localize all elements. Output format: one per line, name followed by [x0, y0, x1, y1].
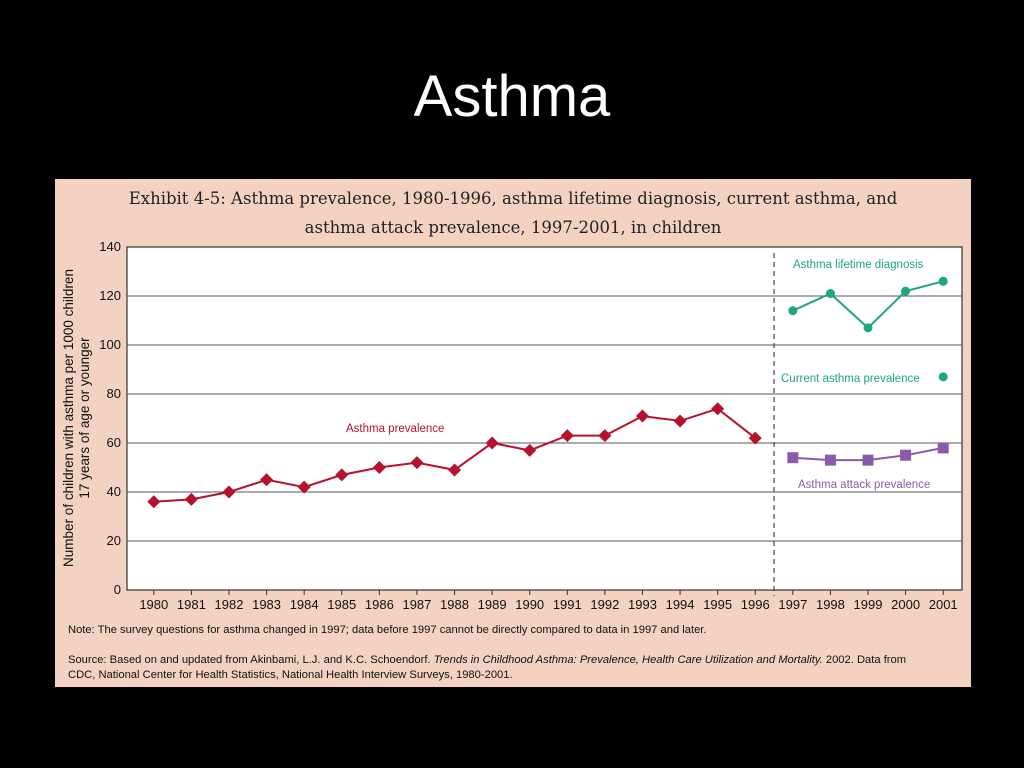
- slide-title: Asthma: [413, 64, 611, 129]
- point-asthma-prevalence-1992: [598, 429, 612, 443]
- point-asthma-prevalence-1985: [335, 468, 349, 482]
- x-tick-label-1994: 1994: [666, 597, 695, 612]
- point-asthma-prevalence-1986: [372, 461, 386, 474]
- point-asthma-prevalence-1996: [748, 431, 762, 445]
- x-tick-label-1995: 1995: [703, 597, 732, 612]
- x-tick-label-1993: 1993: [628, 597, 657, 612]
- y-axis-ticks: 0 20 40 60 80 100 120 140: [99, 239, 121, 597]
- source-suffix: 2002. Data from: [826, 654, 906, 666]
- chart-source-line-1: Source: Based on and updated from Akinba…: [68, 654, 906, 666]
- x-tick-label-1987: 1987: [402, 597, 431, 612]
- x-tick-label-1985: 1985: [327, 597, 356, 612]
- point-asthma-attack-prevalence-1998: [824, 454, 836, 466]
- point-asthma-prevalence-1982: [222, 485, 236, 499]
- series-asthma-attack-prevalence: [787, 442, 949, 466]
- y-tick-label-0: 0: [114, 582, 121, 597]
- series-asthma-prevalence: [147, 402, 762, 509]
- x-tick-label-1983: 1983: [252, 597, 281, 612]
- point-asthma-prevalence-1983: [260, 473, 274, 487]
- y-axis-label-line-1: Number of children with asthma per 1000 …: [61, 269, 76, 567]
- point-asthma-attack-prevalence-1997: [787, 452, 799, 464]
- y-tick-label-60: 60: [107, 435, 121, 450]
- point-asthma-prevalence-1990: [523, 443, 537, 457]
- x-tick-label-1998: 1998: [816, 597, 845, 612]
- point-asthma-prevalence-1994: [673, 414, 687, 428]
- asthma-chart: Exhibit 4-5: Asthma prevalence, 1980-199…: [61, 189, 963, 681]
- point-asthma-attack-prevalence-2000: [900, 449, 912, 461]
- x-tick-label-1992: 1992: [590, 597, 619, 612]
- chart-title-line-1: Exhibit 4-5: Asthma prevalence, 1980-199…: [129, 189, 898, 208]
- x-tick-label-1999: 1999: [854, 597, 883, 612]
- y-tick-label-100: 100: [99, 337, 121, 352]
- x-tick-label-1990: 1990: [515, 597, 544, 612]
- data-series: [147, 276, 949, 509]
- y-tick-label-140: 140: [99, 239, 121, 254]
- point-asthma-lifetime-diagnosis-2000: [901, 286, 911, 296]
- source-title: Trends in Childhood Asthma: Prevalence, …: [434, 654, 823, 666]
- point-current-asthma-prevalence-2001: [938, 372, 948, 382]
- point-asthma-prevalence-1980: [147, 495, 161, 509]
- x-tick-label-1981: 1981: [177, 597, 206, 612]
- point-asthma-lifetime-diagnosis-2001: [938, 276, 948, 286]
- y-tick-label-40: 40: [107, 484, 121, 499]
- x-tick-label-1980: 1980: [139, 597, 168, 612]
- series-label-asthma-prevalence: Asthma prevalence: [346, 423, 444, 435]
- x-tick-label-1982: 1982: [215, 597, 244, 612]
- point-asthma-prevalence-1984: [297, 480, 311, 494]
- y-axis-label-line-2: 17 years of age or younger: [77, 337, 92, 499]
- point-asthma-attack-prevalence-1999: [862, 454, 874, 466]
- series-current-asthma-prevalence: [938, 372, 948, 382]
- point-asthma-prevalence-1988: [448, 463, 462, 477]
- point-asthma-prevalence-1987: [410, 456, 424, 470]
- chart-panel: Exhibit 4-5: Asthma prevalence, 1980-199…: [55, 179, 971, 687]
- series-asthma-lifetime-diagnosis: [788, 276, 948, 333]
- x-tick-label-2001: 2001: [929, 597, 958, 612]
- x-tick-label-2000: 2000: [891, 597, 920, 612]
- x-tick-label-1986: 1986: [365, 597, 394, 612]
- x-tick-label-1989: 1989: [478, 597, 507, 612]
- plot-area: [126, 246, 963, 591]
- point-asthma-lifetime-diagnosis-1998: [825, 289, 835, 299]
- source-prefix: Source: Based on and updated from Akinba…: [68, 654, 431, 666]
- x-axis-ticks: 1980 1981 1982 1983 1984 1985 1986 1987 1988 1989…: [139, 590, 958, 612]
- series-label-current-asthma: Current asthma prevalence: [781, 373, 920, 385]
- point-asthma-prevalence-1989: [485, 436, 499, 450]
- point-asthma-prevalence-1991: [560, 429, 574, 443]
- y-tick-label-120: 120: [99, 288, 121, 303]
- point-asthma-prevalence-1993: [635, 409, 649, 423]
- point-asthma-lifetime-diagnosis-1997: [788, 306, 798, 316]
- point-asthma-attack-prevalence-2001: [937, 442, 949, 454]
- point-asthma-prevalence-1995: [711, 402, 725, 416]
- x-tick-label-1996: 1996: [741, 597, 770, 612]
- y-tick-label-80: 80: [107, 386, 121, 401]
- chart-title-line-2: asthma attack prevalence, 1997-2001, in …: [305, 218, 722, 237]
- series-label-attack-prevalence: Asthma attack prevalence: [798, 479, 930, 491]
- x-tick-label-1988: 1988: [440, 597, 469, 612]
- x-tick-label-1997: 1997: [778, 597, 807, 612]
- x-tick-label-1984: 1984: [290, 597, 319, 612]
- point-asthma-lifetime-diagnosis-1999: [863, 323, 873, 333]
- x-tick-label-1991: 1991: [553, 597, 582, 612]
- point-asthma-prevalence-1981: [184, 492, 198, 506]
- chart-note: Note: The survey questions for asthma ch…: [68, 624, 707, 636]
- series-label-lifetime-diagnosis: Asthma lifetime diagnosis: [793, 259, 924, 271]
- chart-source-line-2: CDC, National Center for Health Statisti…: [68, 669, 513, 681]
- y-tick-label-20: 20: [107, 533, 121, 548]
